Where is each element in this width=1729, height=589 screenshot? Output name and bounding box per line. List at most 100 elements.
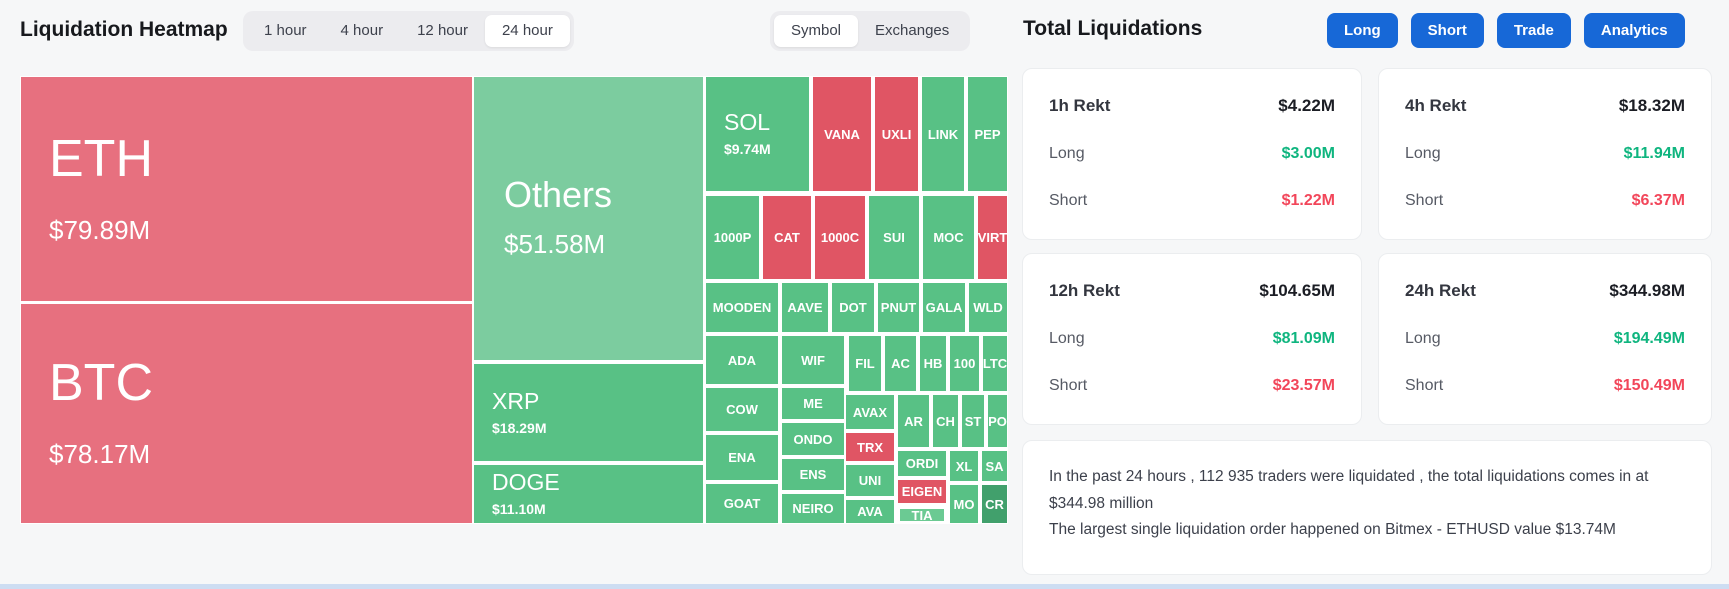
view-tab-exchanges[interactable]: Exchanges [875,22,950,39]
tile-symbol: AVAX [852,404,888,420]
tile-symbol: DOT [839,300,867,315]
long-button[interactable]: Long [1327,13,1398,48]
treemap-tile-others[interactable]: Others $51.58M [473,76,704,361]
treemap-tile-uni[interactable]: UNI [845,464,895,497]
treemap-tile-vana[interactable]: VANA [812,76,872,192]
treemap-tile-wif[interactable]: WIF [781,335,845,385]
treemap-tile-goat[interactable]: GOAT [705,483,779,524]
tile-symbol: TRX [857,439,883,455]
view-tab-symbol[interactable]: Symbol [774,15,859,47]
long-value: $81.09M [1272,330,1335,347]
tile-symbol: 1000P [713,230,752,245]
treemap-tile-gala[interactable]: GALA [922,282,966,333]
tile-symbol: 100 [953,356,976,371]
stat-row-long: Long $3.00M [1049,145,1335,163]
summary-line-1: In the past 24 hours , 112 935 traders w… [1049,468,1649,512]
tile-symbol: DOGE [492,469,560,495]
treemap-tile-pnut[interactable]: PNUT [877,282,920,333]
stat-row-short: Short $23.57M [1049,377,1335,395]
tile-symbol: MO [953,496,975,512]
time-tab-4-hour[interactable]: 4 hour [340,22,384,39]
stat-period-label: 1h Rekt [1049,96,1111,115]
treemap-tile-sui[interactable]: SUI [868,195,920,280]
analytics-button[interactable]: Analytics [1583,13,1685,48]
treemap-tile-1000p[interactable]: 1000P [705,195,760,280]
treemap-tile-st[interactable]: ST [961,394,985,448]
short-label: Short [1405,192,1444,209]
time-tab-12-hour[interactable]: 12 hour [417,22,468,39]
tile-value: $18.29M [492,419,547,436]
treemap-tile-pep[interactable]: PEP [967,76,1008,192]
treemap-tile-ac[interactable]: AC [884,335,917,392]
treemap-tile-wld[interactable]: WLD [968,282,1008,333]
treemap-tile-eigen[interactable]: EIGEN [897,479,947,504]
stat-row-total: 24h Rekt $344.98M [1405,281,1685,301]
treemap-tile-avax[interactable]: AVAX [845,394,895,430]
stat-row-short: Short $6.37M [1405,192,1685,210]
bottom-strip [0,584,1729,589]
tile-symbol: UXLI [881,126,912,142]
treemap-tile-me[interactable]: ME [781,387,845,420]
tile-symbol: UNI [858,473,882,488]
stat-period-label: 24h Rekt [1405,281,1476,300]
trade-button[interactable]: Trade [1496,13,1571,48]
tile-symbol: COW [726,402,758,417]
treemap-tile-mo[interactable]: MO [949,484,979,524]
time-tab-24-hour[interactable]: 24 hour [484,15,570,47]
treemap-tile-doge[interactable]: DOGE $11.10M [473,464,704,524]
treemap-tile-ondo[interactable]: ONDO [781,422,845,456]
tile-symbol: SA [985,458,1004,474]
treemap-tile-ordi[interactable]: ORDI [897,450,947,477]
treemap-tile-ena[interactable]: ENA [705,434,779,481]
stat-card-24h: 24h Rekt $344.98M Long $194.49M Short $150.49… [1378,253,1712,425]
stat-card-1h: 1h Rekt $4.22M Long $3.00M Short $1.22M [1022,68,1362,240]
treemap-tile-eth[interactable]: ETH $79.89M [20,76,473,302]
treemap-tile-neiro[interactable]: NEIRO [781,493,845,524]
treemap-tile-sa[interactable]: SA [981,450,1008,482]
treemap-tile-virt[interactable]: VIRT [977,195,1008,280]
treemap-tile-mooden[interactable]: MOODEN [705,282,779,333]
treemap-tile-tia[interactable]: TIA [897,506,947,524]
tile-symbol: ADA [727,352,757,368]
treemap-tile-ar[interactable]: AR [897,394,930,448]
tile-symbol: BTC [49,354,153,412]
treemap-tile-dot[interactable]: DOT [831,282,875,333]
treemap-tile-trx[interactable]: TRX [845,432,895,462]
treemap-tile-100[interactable]: 100 [949,335,980,392]
treemap-tile-xl[interactable]: XL [949,450,979,482]
time-tab-1-hour[interactable]: 1 hour [264,22,307,39]
treemap-tile-ens[interactable]: ENS [781,458,845,491]
treemap-tile-xrp[interactable]: XRP $18.29M [473,363,704,462]
tile-symbol: NEIRO [792,501,834,516]
treemap-tile-fil[interactable]: FIL [848,335,882,392]
tile-symbol: ME [803,396,823,411]
treemap-tile-sol[interactable]: SOL $9.74M [705,76,810,192]
treemap-tile-aave[interactable]: AAVE [781,282,829,333]
treemap-tile-ada[interactable]: ADA [705,335,779,385]
short-button[interactable]: Short [1410,13,1484,48]
treemap-tile-1000c[interactable]: 1000C [814,195,866,280]
treemap-tile-btc[interactable]: BTC $78.17M [20,303,473,524]
treemap-tile-ava[interactable]: AVA [845,499,895,524]
treemap-tile-ch[interactable]: CH [932,394,959,448]
tile-symbol: EIGEN [901,484,943,499]
tile-symbol: GALA [925,300,963,315]
stat-row-long: Long $11.94M [1405,145,1685,163]
treemap-tile-link[interactable]: LINK [921,76,965,192]
treemap-tile-cr[interactable]: CR [981,484,1008,524]
treemap-tile-uxli[interactable]: UXLI [874,76,919,192]
treemap-tile-po[interactable]: PO [987,394,1008,448]
summary-line-2: The largest single liquidation order hap… [1049,521,1616,539]
stat-total-value: $104.65M [1259,281,1335,300]
tile-symbol: VIRT [977,230,1008,245]
treemap-tile-ltc[interactable]: LTC [982,335,1008,392]
stat-row-long: Long $81.09M [1049,330,1335,348]
tile-symbol: LINK [927,126,959,142]
treemap-tile-moc[interactable]: MOC [922,195,975,280]
treemap-tile-cat[interactable]: CAT [762,195,812,280]
tile-symbol: MOODEN [712,300,772,315]
stat-card-12h: 12h Rekt $104.65M Long $81.09M Short $23.57M [1022,253,1362,425]
treemap-tile-cow[interactable]: COW [705,387,779,432]
treemap-tile-hb[interactable]: HB [919,335,947,392]
